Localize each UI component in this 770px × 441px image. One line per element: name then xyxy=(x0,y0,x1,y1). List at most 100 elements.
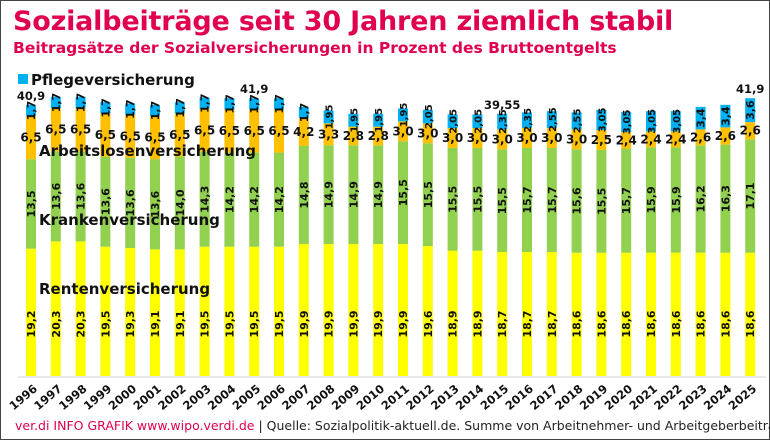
bar-krankenversicherung-2003 xyxy=(199,151,210,247)
bar-krankenversicherung-2009 xyxy=(348,145,359,245)
value-label-rentenversicherung-2000: 19,3 xyxy=(124,310,137,337)
value-label-arbeitslosenversicherung-2012: 3,0 xyxy=(417,126,438,140)
bar-arbeitslosenversicherung-2003 xyxy=(199,108,210,152)
value-label-pflegeversicherung-2006: 1,7 xyxy=(273,94,286,114)
value-label-pflegeversicherung-2013: 2,05 xyxy=(449,109,460,134)
x-tick-2022: 2022 xyxy=(651,382,685,413)
bar-arbeitslosenversicherung-2019 xyxy=(596,130,607,150)
value-label-arbeitslosenversicherung-2013: 3,0 xyxy=(442,131,463,145)
value-label-krankenversicherung-2023: 16,2 xyxy=(695,185,708,212)
bar-arbeitslosenversicherung-2009 xyxy=(348,126,359,146)
value-label-krankenversicherung-1996: 13,5 xyxy=(25,190,38,217)
bar-krankenversicherung-2015 xyxy=(497,149,508,253)
value-label-krankenversicherung-2016: 15,7 xyxy=(521,186,534,213)
value-label-pflegeversicherung-2005: 1,7 xyxy=(248,94,261,114)
value-label-rentenversicherung-2011: 19,9 xyxy=(397,310,410,337)
value-label-rentenversicherung-2010: 19,9 xyxy=(372,310,385,337)
value-label-krankenversicherung-1997: 13,6 xyxy=(50,182,63,209)
bar-arbeitslosenversicherung-2012 xyxy=(422,123,433,144)
bar-pflegeversicherung-2016 xyxy=(522,112,532,129)
bar-rentenversicherung-2012 xyxy=(422,246,433,376)
value-label-arbeitslosenversicherung-2007: 4,2 xyxy=(293,125,314,139)
value-label-rentenversicherung-2021: 18,6 xyxy=(645,310,658,337)
bar-krankenversicherung-2019 xyxy=(596,149,607,253)
bar-arbeitslosenversicherung-2010 xyxy=(373,126,384,146)
x-tick-2010: 2010 xyxy=(354,382,388,413)
bar-krankenversicherung-2012 xyxy=(422,143,433,247)
bar-rentenversicherung-2024 xyxy=(720,252,731,376)
bar-rentenversicherung-2015 xyxy=(497,252,508,376)
bar-arbeitslosenversicherung-2017 xyxy=(546,128,557,148)
x-tick-2004: 2004 xyxy=(205,382,239,413)
x-tick-2015: 2015 xyxy=(478,382,512,413)
value-label-rentenversicherung-2012: 19,6 xyxy=(422,310,435,337)
bar-pflegeversicherung-2014 xyxy=(472,114,483,129)
value-label-rentenversicherung-2022: 18,6 xyxy=(670,310,683,337)
value-label-pflegeversicherung-2015: 2,35 xyxy=(498,109,509,134)
x-tick-1999: 1999 xyxy=(81,382,115,413)
value-label-krankenversicherung-2011: 15,5 xyxy=(397,179,410,206)
value-label-pflegeversicherung-2021: 3,05 xyxy=(647,109,658,134)
value-label-pflegeversicherung-1998: 1,7 xyxy=(75,93,88,113)
bar-krankenversicherung-2010 xyxy=(373,145,384,245)
value-label-pflegeversicherung-2011: 1,95 xyxy=(399,103,410,128)
value-label-rentenversicherung-2025: 18,6 xyxy=(744,310,757,337)
value-label-rentenversicherung-2014: 18,9 xyxy=(471,310,484,337)
x-tick-2013: 2013 xyxy=(428,382,462,413)
bar-krankenversicherung-2014 xyxy=(472,147,483,251)
bar-pflegeversicherung-2009 xyxy=(348,113,359,127)
value-label-arbeitslosenversicherung-2023: 2,6 xyxy=(690,130,711,144)
series-label-arbeitslosenversicherung: Arbeitslosenversicherung xyxy=(39,142,256,160)
bar-pflegeversicherung-2019 xyxy=(596,109,607,131)
value-label-rentenversicherung-2019: 18,6 xyxy=(595,310,608,337)
bar-krankenversicherung-2025 xyxy=(745,139,756,253)
bar-pflegeversicherung-2017 xyxy=(546,111,557,129)
value-label-arbeitslosenversicherung-1998: 6,5 xyxy=(70,123,91,137)
value-label-rentenversicherung-2020: 18,6 xyxy=(620,310,633,337)
bar-pflegeversicherung-2011 xyxy=(398,108,408,122)
value-label-arbeitslosenversicherung-2024: 2,6 xyxy=(715,129,736,143)
value-label-pflegeversicherung-2010: 1,95 xyxy=(374,108,385,133)
value-label-arbeitslosenversicherung-2000: 6,5 xyxy=(120,129,141,143)
bar-krankenversicherung-2022 xyxy=(670,147,681,253)
value-label-rentenversicherung-2005: 19,5 xyxy=(248,310,261,337)
value-label-krankenversicherung-2015: 15,5 xyxy=(496,187,509,214)
x-tick-2009: 2009 xyxy=(329,382,363,413)
value-label-arbeitslosenversicherung-2011: 3,0 xyxy=(392,124,413,138)
bar-pflegeversicherung-2001 xyxy=(150,104,160,117)
value-label-krankenversicherung-2003: 14,3 xyxy=(199,186,212,213)
bar-krankenversicherung-2008 xyxy=(323,145,334,245)
value-label-arbeitslosenversicherung-2014: 3,0 xyxy=(467,131,488,145)
bar-arbeitslosenversicherung-2022 xyxy=(670,131,681,148)
value-label-krankenversicherung-2002: 14,0 xyxy=(174,189,187,216)
value-label-arbeitslosenversicherung-2010: 2,8 xyxy=(368,129,389,143)
x-axis-tick-labels: 1996199719981999200020012002200320042005… xyxy=(6,382,759,413)
x-tick-2000: 2000 xyxy=(106,382,140,413)
bar-arbeitslosenversicherung-2008 xyxy=(323,123,334,146)
bar-rentenversicherung-2008 xyxy=(323,244,334,376)
bar-pflegeversicherung-1996 xyxy=(26,104,36,117)
value-label-pflegeversicherung-2019: 3,05 xyxy=(597,108,608,133)
bar-arbeitslosenversicherung-2014 xyxy=(472,128,483,148)
value-label-arbeitslosenversicherung-2005: 6,5 xyxy=(244,124,265,138)
bar-krankenversicherung-2018 xyxy=(571,149,582,253)
value-label-krankenversicherung-2009: 14,9 xyxy=(347,181,360,208)
value-label-rentenversicherung-2003: 19,5 xyxy=(199,310,212,337)
bar-krankenversicherung-1996 xyxy=(26,159,36,249)
bar-pflegeversicherung-1998 xyxy=(75,96,86,109)
bar-krankenversicherung-2001 xyxy=(150,159,160,250)
value-label-krankenversicherung-2014: 15,5 xyxy=(471,186,484,213)
bar-arbeitslosenversicherung-2024 xyxy=(720,127,731,145)
value-label-krankenversicherung-2018: 15,6 xyxy=(571,187,584,214)
series-label-rentenversicherung: Rentenversicherung xyxy=(39,280,210,298)
value-label-arbeitslosenversicherung-2022: 2,4 xyxy=(665,132,686,146)
bar-krankenversicherung-2023 xyxy=(695,145,706,253)
bar-pflegeversicherung-2020 xyxy=(621,111,632,133)
bar-rentenversicherung-2017 xyxy=(546,252,557,376)
footer-separator: | xyxy=(254,418,267,433)
bar-krankenversicherung-2006 xyxy=(274,152,284,247)
x-tick-2001: 2001 xyxy=(130,382,164,413)
value-label-arbeitslosenversicherung-1997: 6,5 xyxy=(45,123,66,137)
value-label-krankenversicherung-2007: 14,8 xyxy=(298,181,311,208)
